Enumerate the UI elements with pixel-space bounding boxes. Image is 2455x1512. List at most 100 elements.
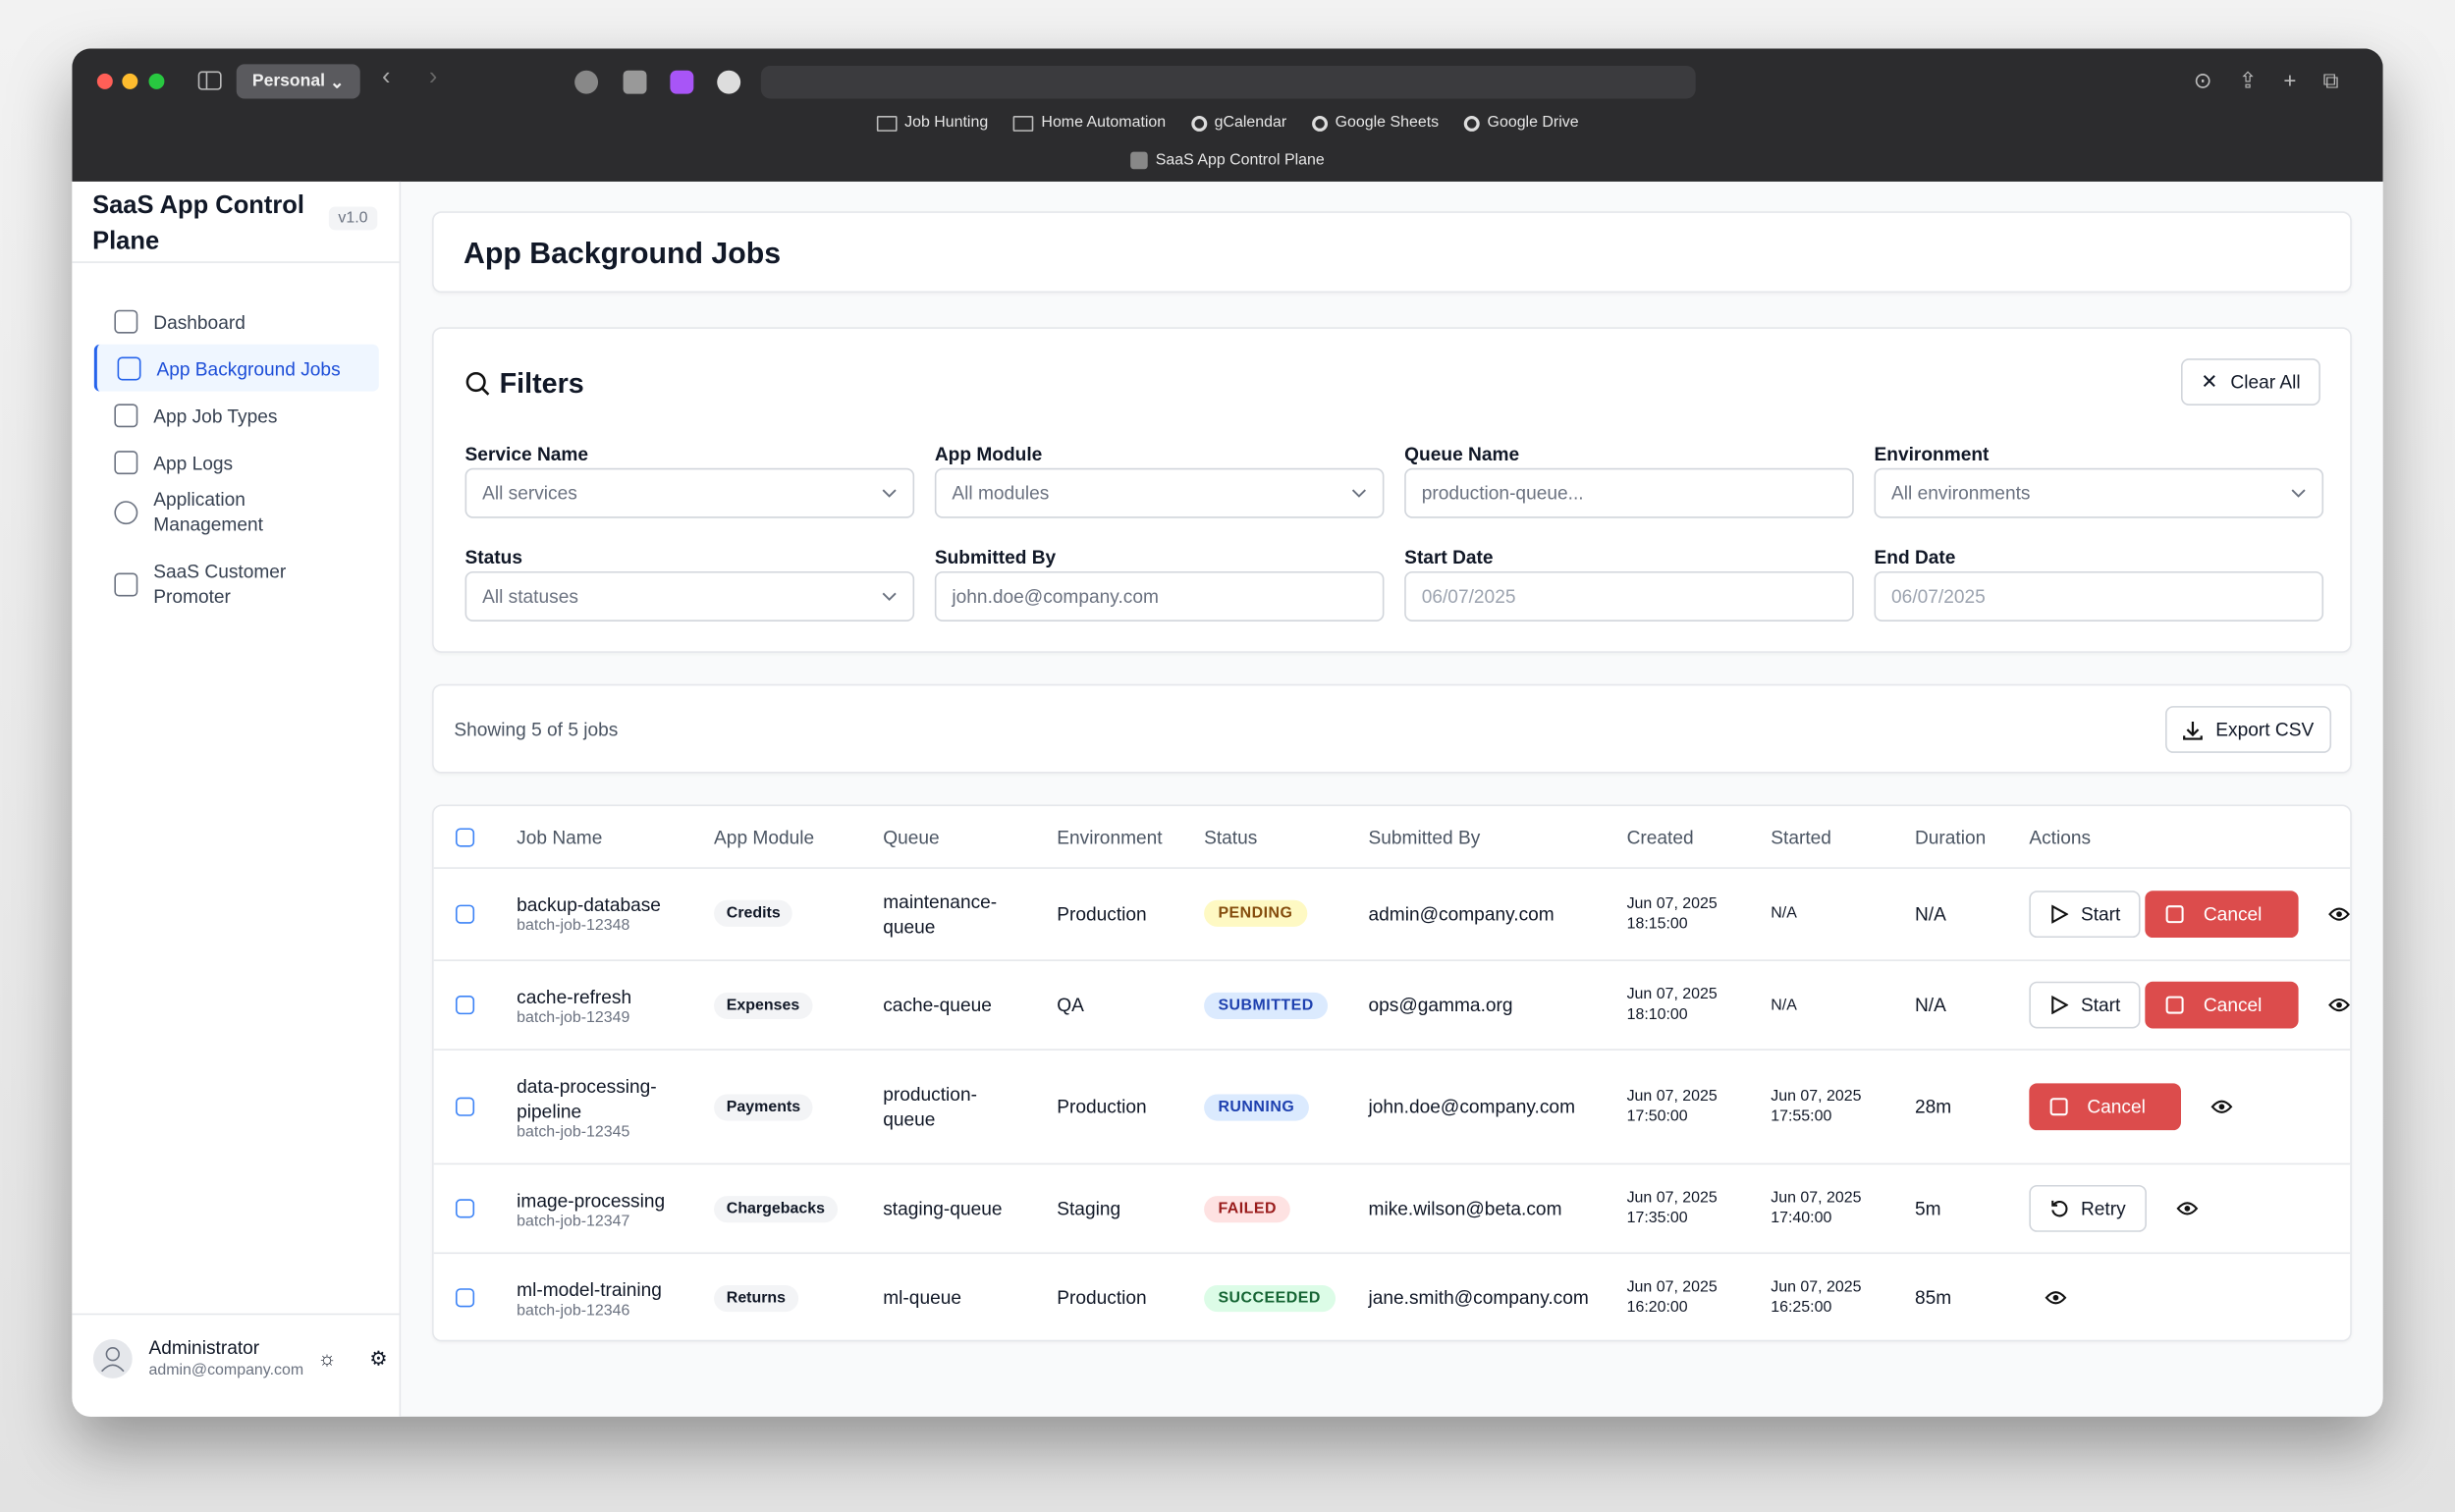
bookmark[interactable]: Google Sheets — [1311, 114, 1439, 132]
submitted-by: ops@gamma.org — [1368, 994, 1513, 1016]
filter-label: Submitted By — [934, 546, 1057, 568]
export-csv-button[interactable]: Export CSV — [2165, 706, 2332, 753]
divider — [72, 1313, 400, 1316]
bookmark[interactable]: Job Hunting — [876, 114, 988, 132]
nav-item[interactable]: Application Management — [94, 484, 379, 540]
minimize-button[interactable] — [122, 73, 138, 89]
page-header: App Background Jobs — [432, 211, 2352, 294]
cell-submitted-by: john.doe@company.com — [1369, 1051, 1576, 1163]
view-button[interactable] — [2327, 905, 2350, 921]
downloads-icon[interactable]: ⊙ — [2193, 67, 2212, 93]
extension-icon[interactable] — [623, 70, 647, 94]
table-row: ml-model-training batch-job-12346 Returns m… — [434, 1254, 2351, 1340]
filter-text[interactable]: john.doe@company.com — [934, 570, 1385, 621]
cell-status: FAILED — [1204, 1164, 1291, 1252]
filter-date[interactable]: 06/07/2025 — [1404, 570, 1854, 621]
view-button[interactable] — [2045, 1290, 2067, 1306]
filter-select[interactable]: All modules — [934, 467, 1385, 518]
filter-label: Service Name — [464, 443, 589, 465]
filter-date[interactable]: 06/07/2025 — [1874, 570, 2324, 621]
forward-button[interactable]: › — [428, 64, 438, 91]
duration: 85m — [1914, 1286, 1952, 1309]
close-button[interactable] — [96, 73, 113, 89]
extension-icon[interactable] — [717, 70, 741, 94]
started-time: 17:55:00 — [1771, 1107, 1832, 1126]
cell-select-all — [455, 806, 475, 867]
status-badge: SUBMITTED — [1204, 992, 1329, 1019]
environment: Staging — [1057, 1197, 1121, 1220]
filter-select[interactable]: All environments — [1874, 467, 2324, 518]
filters-card: Filters ✕ Clear All Service Name All servi… — [432, 327, 2352, 653]
bookmark[interactable]: Google Drive — [1463, 114, 1579, 132]
profile-name: Personal — [251, 72, 325, 91]
status-badge: FAILED — [1204, 1195, 1291, 1222]
view-button[interactable] — [2211, 1099, 2233, 1114]
action-button[interactable]: Start — [2029, 890, 2142, 938]
duration: N/A — [1914, 994, 1946, 1016]
chevron-icon — [2291, 488, 2307, 498]
module-badge: Returns — [714, 1284, 798, 1312]
share-icon[interactable]: ⇪ — [2238, 67, 2258, 93]
export-csv-label: Export CSV — [2215, 718, 2315, 741]
action-button[interactable]: Retry — [2029, 1184, 2147, 1232]
checkbox[interactable] — [455, 996, 475, 1015]
settings-button[interactable]: ⚙ — [369, 1346, 388, 1371]
theme-toggle[interactable]: ☼ — [317, 1346, 337, 1371]
tab[interactable]: SaaS App Control Plane — [72, 151, 2382, 170]
action-button[interactable]: Start — [2029, 981, 2142, 1029]
cell-select — [455, 867, 475, 959]
nav-label: App Logs — [153, 452, 234, 475]
tab-favicon — [1130, 151, 1148, 170]
cell-environment: QA — [1057, 961, 1084, 1049]
checkbox[interactable] — [455, 1199, 475, 1218]
filter-placeholder: All modules — [952, 482, 1050, 505]
action-button[interactable]: Cancel — [2145, 981, 2299, 1029]
filter-text[interactable]: production-queue... — [1404, 467, 1854, 518]
cell-status: SUBMITTED — [1204, 961, 1329, 1049]
filter-select[interactable]: All services — [464, 467, 915, 518]
tabs-icon[interactable]: ⧉ — [2322, 67, 2339, 93]
nav-item[interactable]: App Background Jobs — [93, 344, 379, 392]
nav-item[interactable]: Dashboard — [94, 297, 379, 345]
bookmark[interactable]: Home Automation — [1012, 114, 1166, 132]
chevron-icon — [882, 488, 898, 498]
cell-environment: Production — [1057, 1254, 1146, 1340]
view-button[interactable] — [2175, 1201, 2198, 1216]
bookmark[interactable]: gCalendar — [1190, 114, 1286, 132]
extension-icon[interactable] — [670, 70, 694, 94]
view-button[interactable] — [2327, 998, 2350, 1013]
nav-item[interactable]: App Logs — [94, 438, 379, 485]
checkbox[interactable] — [455, 827, 475, 846]
cell-duration: N/A — [1915, 867, 1946, 959]
cell-created: Jun 07, 2025 18:15:00 — [1627, 867, 1718, 959]
filter-select[interactable]: All statuses — [464, 570, 915, 621]
checkbox[interactable] — [455, 1288, 475, 1308]
nav-item[interactable]: App Job Types — [94, 392, 379, 439]
address-bar[interactable] — [760, 65, 1696, 99]
sidebar-toggle[interactable] — [197, 71, 223, 91]
started-time: N/A — [1771, 996, 1797, 1014]
checkbox[interactable] — [455, 903, 475, 923]
zoom-button[interactable] — [148, 73, 165, 89]
new-tab-icon[interactable]: + — [2283, 67, 2297, 93]
cell-status: SUCCEEDED — [1204, 1254, 1336, 1340]
bookmark-icon — [876, 115, 898, 132]
back-button[interactable]: ‹ — [382, 64, 391, 91]
extension-icon[interactable] — [574, 70, 599, 94]
nav-label: Dashboard — [153, 311, 246, 334]
cell-actions: Start Cancel — [2029, 867, 2350, 959]
page-title: App Background Jobs — [463, 238, 782, 271]
cell-queue: staging-queue — [883, 1164, 1016, 1252]
profile-button[interactable]: Personal ⌄ — [236, 64, 360, 99]
nav-label: App Job Types — [153, 405, 278, 428]
column-header: Environment — [1057, 826, 1163, 848]
cell-started: N/A — [1771, 867, 1797, 959]
action-button[interactable]: Cancel — [2029, 1083, 2182, 1131]
action-button[interactable]: Cancel — [2145, 890, 2299, 938]
checkbox[interactable] — [455, 1097, 475, 1116]
cell-submitted-by: mike.wilson@beta.com — [1369, 1164, 1562, 1252]
cell-created: Jun 07, 2025 16:20:00 — [1627, 1254, 1718, 1340]
clear-all-button[interactable]: ✕ Clear All — [2180, 358, 2320, 405]
nav-item[interactable]: SaaS Customer Promoter — [94, 556, 379, 612]
